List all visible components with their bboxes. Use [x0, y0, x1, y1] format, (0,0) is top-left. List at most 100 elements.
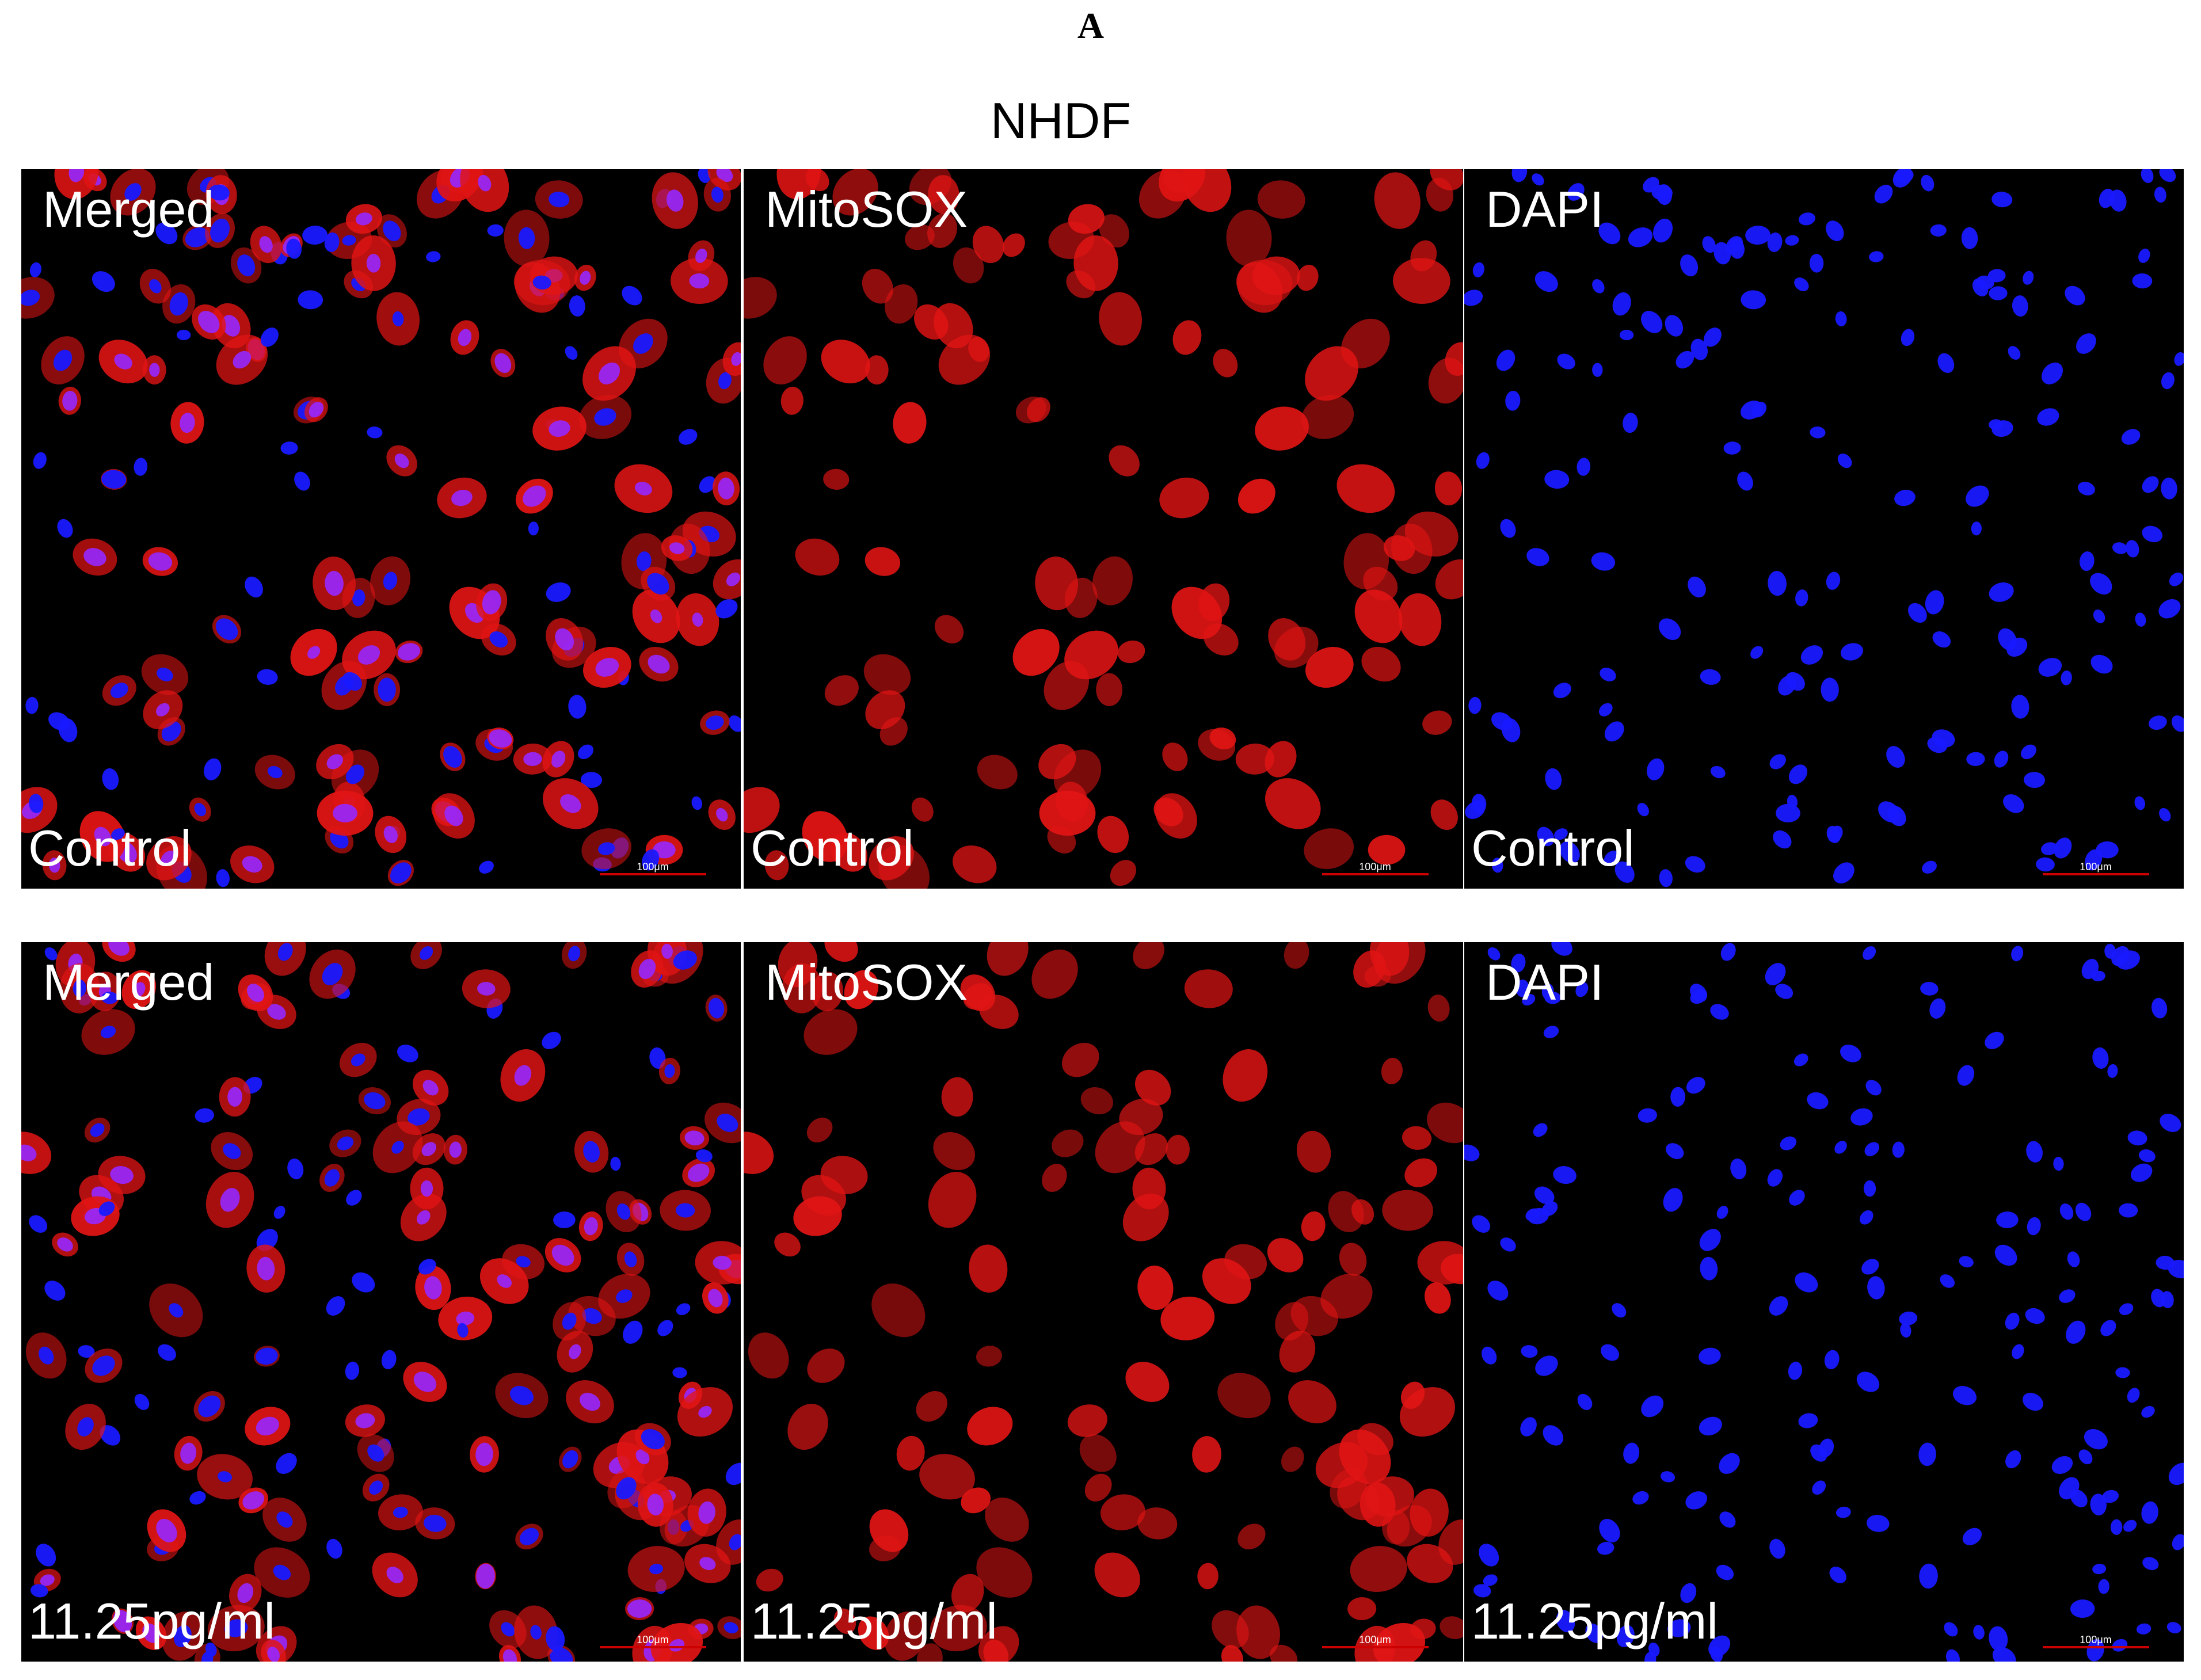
cell-body: [1438, 1519, 1463, 1565]
cell-body: [930, 1605, 987, 1652]
nucleus: [457, 1323, 469, 1338]
nucleus: [158, 1344, 176, 1361]
nucleus: [2141, 1501, 2158, 1524]
nucleus: [1957, 1065, 1975, 1086]
nucleus: [1826, 572, 1841, 590]
nucleus: [1700, 669, 1721, 685]
nucleus: [381, 1350, 397, 1370]
nucleus: [1767, 232, 1783, 252]
nucleus: [1543, 1425, 1564, 1446]
nucleus: [1751, 402, 1767, 418]
cell-body: [1417, 1241, 1463, 1285]
nucleus: [222, 315, 241, 337]
nucleus: [111, 828, 125, 840]
nucleus: [2092, 1047, 2109, 1069]
cell-body: [914, 304, 949, 340]
nucleus: [1992, 1647, 2016, 1662]
nucleus: [267, 765, 283, 779]
nucleus: [416, 1210, 431, 1225]
nucleus: [1464, 289, 1483, 306]
nucleus: [1648, 1642, 1660, 1657]
nucleus: [549, 1647, 573, 1662]
nucleus: [2141, 1405, 2155, 1418]
nucleus: [569, 1344, 581, 1359]
nucleus: [648, 654, 670, 674]
nucleus: [1601, 1344, 1619, 1361]
nucleus: [676, 1303, 691, 1316]
scale-bar-label: 100μm: [2080, 861, 2111, 873]
nucleus: [2090, 654, 2113, 674]
nucleus: [2100, 1320, 2116, 1336]
nucleus: [1921, 174, 1935, 192]
cell-body: [927, 213, 957, 248]
cell-body: [824, 942, 858, 962]
nucleus: [1471, 794, 1487, 813]
nucleus: [1710, 1004, 1729, 1020]
micrograph-panel: DAPI 11.25pg/ml 100μm: [1464, 942, 2184, 1662]
nucleus: [1468, 696, 1482, 714]
cell-body: [976, 1547, 1033, 1598]
nucleus: [477, 982, 496, 996]
nucleus: [1670, 1087, 1685, 1107]
cell-body: [1347, 1597, 1377, 1621]
channel-label: MitoSOX: [765, 181, 968, 238]
nucleus: [342, 235, 356, 246]
nucleus: [2075, 1202, 2092, 1221]
nucleus: [1812, 1480, 1826, 1495]
cell-body: [1440, 1616, 1463, 1639]
nucleus: [666, 189, 684, 212]
nucleus: [345, 764, 365, 784]
nucleus: [1793, 1053, 1808, 1066]
nucleus: [257, 669, 278, 685]
nucleus: [397, 643, 420, 661]
nucleus: [1856, 1372, 1880, 1392]
nucleus: [1795, 1272, 1818, 1293]
nucleus: [1773, 830, 1792, 849]
cell-body: [1162, 742, 1188, 771]
nucleus: [210, 218, 230, 243]
cell-body: [1224, 1244, 1267, 1279]
nucleus: [148, 552, 173, 571]
nucleus: [2172, 1534, 2184, 1551]
cell-body: [1192, 1436, 1221, 1473]
nucleus: [501, 1622, 515, 1637]
nucleus: [1505, 390, 1521, 411]
nucleus: [383, 825, 398, 843]
cell-body: [1134, 1069, 1171, 1106]
nucleus: [198, 1395, 221, 1418]
nucleus: [101, 470, 127, 489]
nucleus: [1658, 618, 1681, 641]
cell-body: [1360, 1482, 1396, 1527]
nucleus: [1907, 603, 1927, 623]
nucleus: [2127, 1388, 2140, 1403]
nucleus: [53, 349, 73, 371]
cell-body: [1320, 1274, 1373, 1319]
nucleus: [1541, 1201, 1558, 1216]
nucleus: [267, 1004, 286, 1020]
nucleus: [276, 1453, 297, 1474]
nucleus: [551, 751, 566, 768]
cell-body: [1410, 240, 1437, 272]
nucleus: [1867, 1514, 1890, 1532]
nucleus: [2151, 1289, 2166, 1308]
nucleus: [699, 476, 716, 493]
nucleus: [1612, 292, 1631, 316]
nucleus: [149, 363, 160, 377]
nucleus: [1534, 271, 1558, 292]
nucleus: [101, 991, 118, 1004]
nucleus: [132, 982, 146, 997]
nucleus: [1592, 363, 1603, 377]
nucleus: [2130, 1163, 2153, 1182]
nucleus: [542, 1031, 561, 1049]
channel-label: MitoSOX: [765, 954, 968, 1011]
nucleus: [516, 1256, 531, 1268]
cell-body: [919, 1454, 975, 1500]
nucleus: [2012, 295, 2028, 317]
cell-body: [1095, 1121, 1145, 1174]
cell-body: [916, 1643, 943, 1662]
nucleus: [642, 849, 660, 871]
nucleus: [578, 744, 593, 760]
nucleus: [322, 963, 343, 985]
cell-body: [811, 972, 843, 1011]
nucleus: [245, 576, 263, 598]
